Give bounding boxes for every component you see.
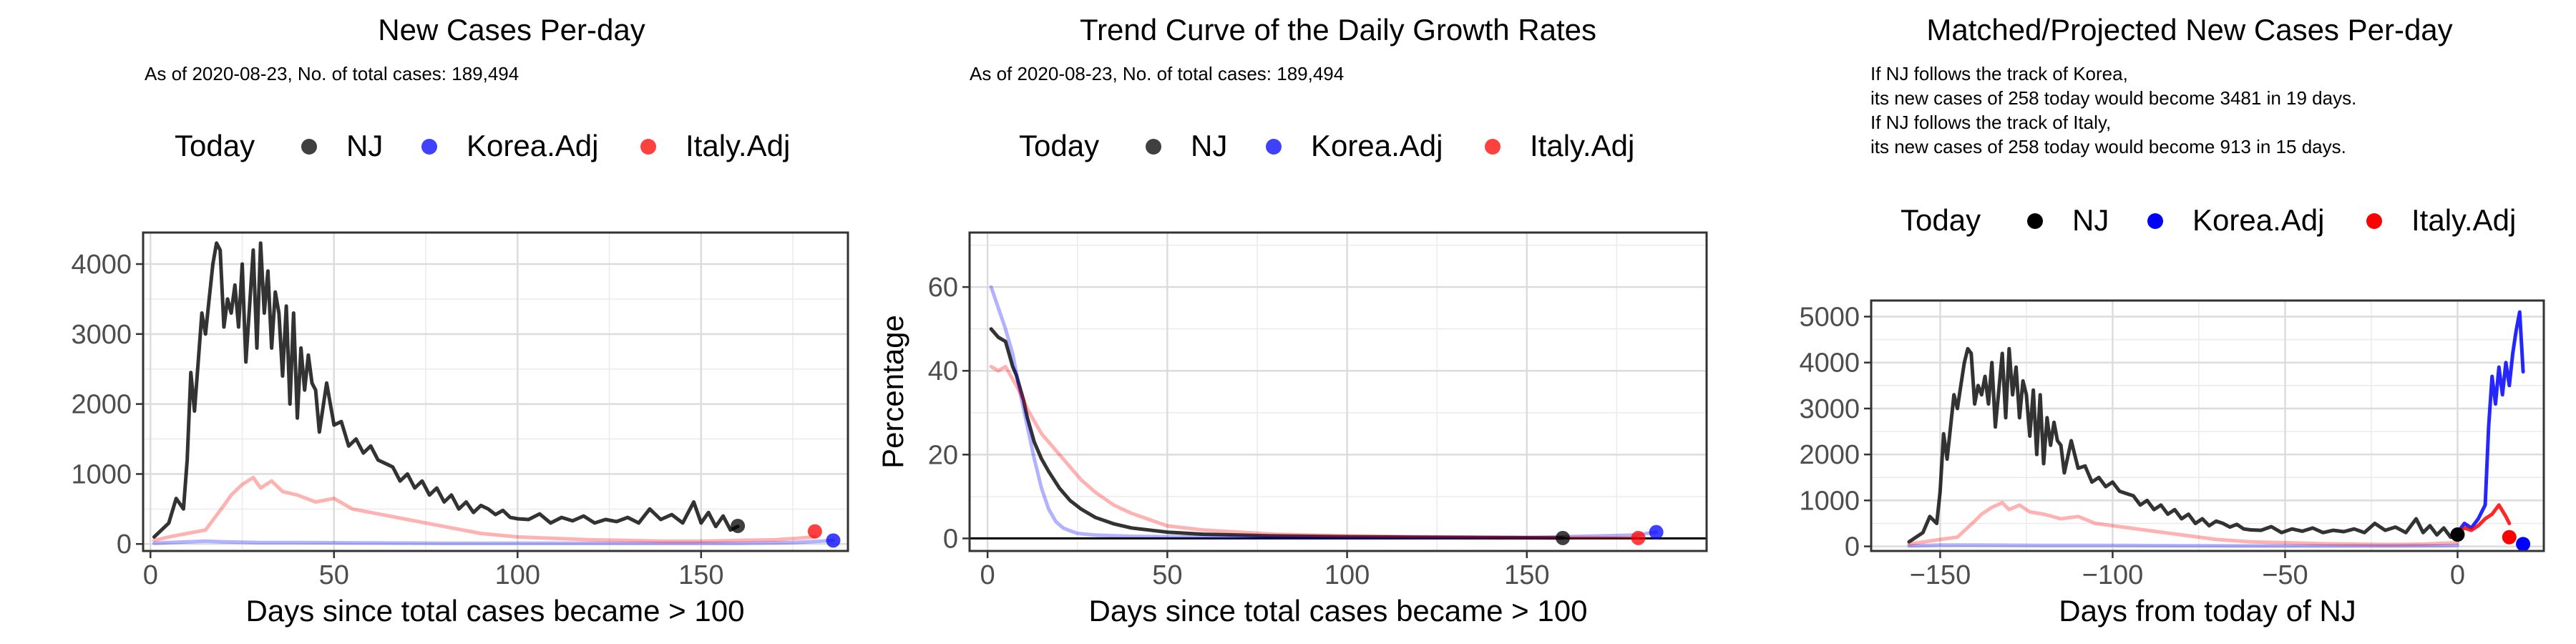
x-tick-label: −100: [2082, 560, 2144, 590]
x-axis-label: Days since total cases became > 100: [1089, 594, 1588, 628]
panel3-legend-italy-label: Italy.Adj: [2411, 203, 2517, 237]
legend-dot-italy-adj: [1485, 139, 1501, 155]
y-tick-label: 40: [928, 356, 958, 386]
series-line-nj: [1907, 346, 2459, 544]
panel-border: [1870, 299, 2545, 552]
legend-dot-korea-adj: [2147, 213, 2163, 229]
panel3-note-1: If NJ follows the track of Korea,: [1870, 63, 2128, 84]
panel1-legend-italy-label: Italy.Adj: [686, 129, 791, 162]
panel3-legend-title: Today: [1901, 203, 1981, 237]
y-tick-label: 4000: [71, 250, 132, 280]
x-tick-label: −150: [1910, 560, 1971, 590]
x-tick-label: 0: [2450, 560, 2465, 590]
x-axis-label: Days from today of NJ: [2059, 594, 2356, 628]
chart-panel-1: 0 50 100 150 0 1000 2000 3000 4000 Days since tot…: [71, 139, 849, 628]
x-tick-label: 50: [1152, 560, 1182, 590]
panel1-title: New Cases Per-day: [378, 13, 645, 47]
y-axis-label: Percentage: [876, 315, 909, 469]
today-point-korea-adj: [1649, 525, 1664, 540]
y-tick-label: 3000: [71, 320, 132, 350]
series-line-italy-adj-projected: [2456, 503, 2512, 535]
y-tick-label: 1000: [71, 459, 132, 489]
panel1-legend-korea-label: Korea.Adj: [467, 129, 599, 162]
panel1-legend-title: Today: [175, 129, 255, 162]
y-tick-label: 3000: [1799, 394, 1860, 424]
y-tick-label: 0: [1845, 532, 1860, 562]
panel1-legend-nj-label: NJ: [346, 129, 384, 162]
series-line-nj: [989, 327, 1565, 540]
series-line-korea-adj: [152, 538, 835, 545]
panel2-legend-nj-label: NJ: [1191, 129, 1228, 162]
series-line-korea-adj-projected: [2456, 310, 2525, 535]
series-line-italy-adj: [1907, 501, 2459, 547]
y-tick-label: 0: [117, 530, 132, 560]
panel2-title: Trend Curve of the Daily Growth Rates: [1079, 13, 1597, 47]
panel3-note-2: its new cases of 258 today would become …: [1870, 87, 2357, 109]
y-tick-label: 1000: [1799, 486, 1860, 516]
legend-dot-nj: [2027, 213, 2043, 229]
x-tick-label: 0: [980, 560, 995, 590]
today-point-korea-adj: [2516, 537, 2531, 552]
panel3-legend-nj-label: NJ: [2072, 203, 2109, 237]
legend-dot-italy-adj: [640, 139, 656, 155]
panel-border: [968, 231, 1708, 552]
chart-panel-3: −150 −100 −50 0 0 1000 2000 3000 4000 5000 Days fr…: [1799, 213, 2545, 628]
y-tick-label: 2000: [1799, 440, 1860, 470]
x-axis-label: Days since total cases became > 100: [246, 594, 745, 628]
x-tick-label: 50: [319, 560, 349, 590]
panel2-subtitle: As of 2020-08-23, No. of total cases: 18…: [970, 63, 1345, 84]
x-tick-label: 150: [1504, 560, 1549, 590]
today-point-korea-adj: [826, 533, 841, 548]
today-point-italy-adj: [1631, 530, 1646, 545]
series-line-korea-adj: [1907, 543, 2459, 548]
panel3-note-3: If NJ follows the track of Italy,: [1870, 112, 2112, 133]
today-point-nj: [1556, 530, 1571, 545]
panel2-legend-title: Today: [1019, 129, 1100, 162]
y-tick-label: 2000: [71, 390, 132, 420]
legend-dot-korea-adj: [1266, 139, 1282, 155]
legend-dot-italy-adj: [2366, 213, 2382, 229]
today-point-nj: [731, 518, 746, 533]
today-point-italy-adj: [2502, 530, 2517, 545]
y-tick-label: 60: [928, 273, 958, 303]
legend-dot-korea-adj: [421, 139, 437, 155]
series-line-korea-adj: [989, 285, 1659, 540]
series-line-italy-adj: [989, 364, 1640, 540]
panel3-legend-korea-label: Korea.Adj: [2192, 203, 2325, 237]
x-tick-label: 100: [495, 560, 540, 590]
chart-panel-2: 0 50 100 150 0 20 40 60 Days since total cases b…: [876, 139, 1708, 628]
today-point-nj: [2450, 527, 2465, 542]
series-line-nj: [152, 241, 740, 539]
x-tick-label: 0: [143, 560, 158, 590]
panel1-subtitle: As of 2020-08-23, No. of total cases: 18…: [145, 63, 519, 84]
legend-dot-nj: [1146, 139, 1161, 155]
legend-dot-nj: [301, 139, 317, 155]
y-tick-label: 4000: [1799, 348, 1860, 379]
x-tick-label: 150: [678, 560, 723, 590]
y-tick-label: 5000: [1799, 302, 1860, 332]
x-tick-label: −50: [2262, 560, 2308, 590]
panel3-title: Matched/Projected New Cases Per-day: [1926, 13, 2453, 47]
x-tick-label: 100: [1324, 560, 1370, 590]
y-tick-label: 0: [943, 524, 958, 554]
panel2-legend-italy-label: Italy.Adj: [1530, 129, 1635, 162]
today-point-italy-adj: [807, 524, 822, 539]
y-tick-label: 20: [928, 440, 958, 470]
panel2-legend-korea-label: Korea.Adj: [1311, 129, 1443, 162]
panel3-note-4: its new cases of 258 today would become …: [1870, 136, 2346, 157]
series-line-italy-adj: [152, 475, 817, 543]
panel-border: [142, 231, 849, 552]
